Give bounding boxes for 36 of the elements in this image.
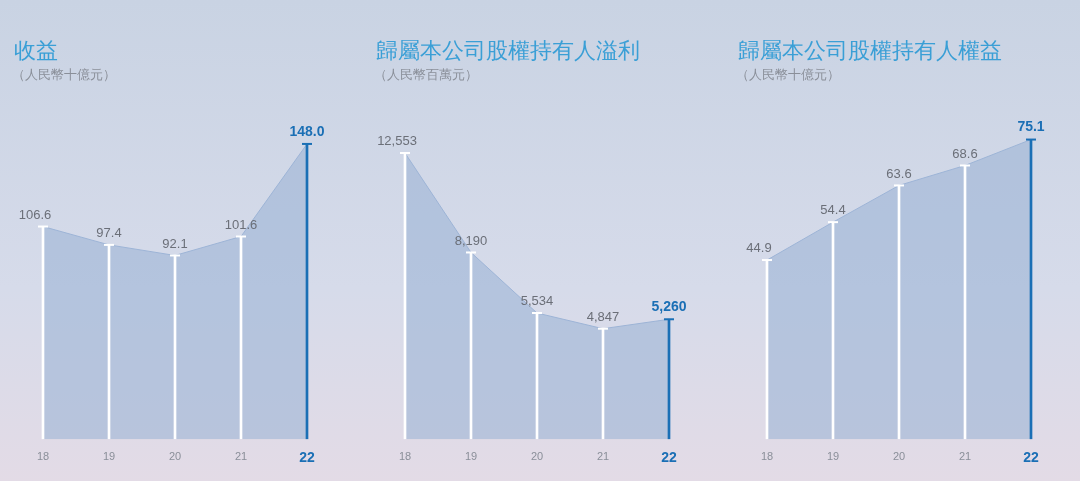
x-tick-label: 21: [958, 449, 972, 462]
chart-subtitle: （人民幣百萬元）: [374, 66, 478, 84]
data-label: 63.6: [886, 165, 912, 181]
chart-subtitle: （人民幣十億元）: [12, 66, 116, 84]
x-tick-label: 18: [398, 449, 412, 462]
data-label: 148.0: [289, 122, 325, 139]
chart-subtitle: （人民幣十億元）: [736, 66, 840, 84]
x-tick-label: 22: [1023, 449, 1039, 466]
data-label: 8,190: [454, 232, 488, 248]
x-tick-label: 19: [464, 449, 478, 462]
data-label: 44.9: [746, 240, 772, 256]
chart-title: 歸屬本公司股權持有人溢利: [376, 37, 640, 65]
data-label: 106.6: [18, 206, 52, 222]
x-tick-label: 20: [168, 449, 182, 462]
x-tick-label: 18: [760, 449, 774, 462]
data-label: 75.1: [1017, 118, 1045, 135]
x-tick-label: 22: [299, 449, 315, 466]
data-label: 12,553: [377, 133, 417, 149]
x-tick-label: 20: [530, 449, 544, 462]
data-label: 68.6: [952, 145, 978, 161]
data-label: 92.1: [162, 235, 188, 251]
x-tick-label: 19: [826, 449, 840, 462]
x-tick-label: 22: [661, 449, 677, 466]
x-tick-label: 21: [234, 449, 248, 462]
x-tick-label: 21: [596, 449, 610, 462]
data-label: 4,847: [586, 308, 620, 324]
data-label: 54.4: [820, 202, 846, 218]
x-tick-label: 18: [36, 449, 50, 462]
data-label: 97.4: [96, 224, 122, 240]
data-label: 5,534: [520, 293, 554, 309]
x-tick-label: 19: [102, 449, 116, 462]
chart-title: 歸屬本公司股權持有人權益: [738, 37, 1002, 65]
data-label: 5,260: [651, 298, 687, 315]
chart-title: 收益: [14, 37, 58, 65]
data-label: 101.6: [224, 216, 258, 232]
x-tick-label: 20: [892, 449, 906, 462]
